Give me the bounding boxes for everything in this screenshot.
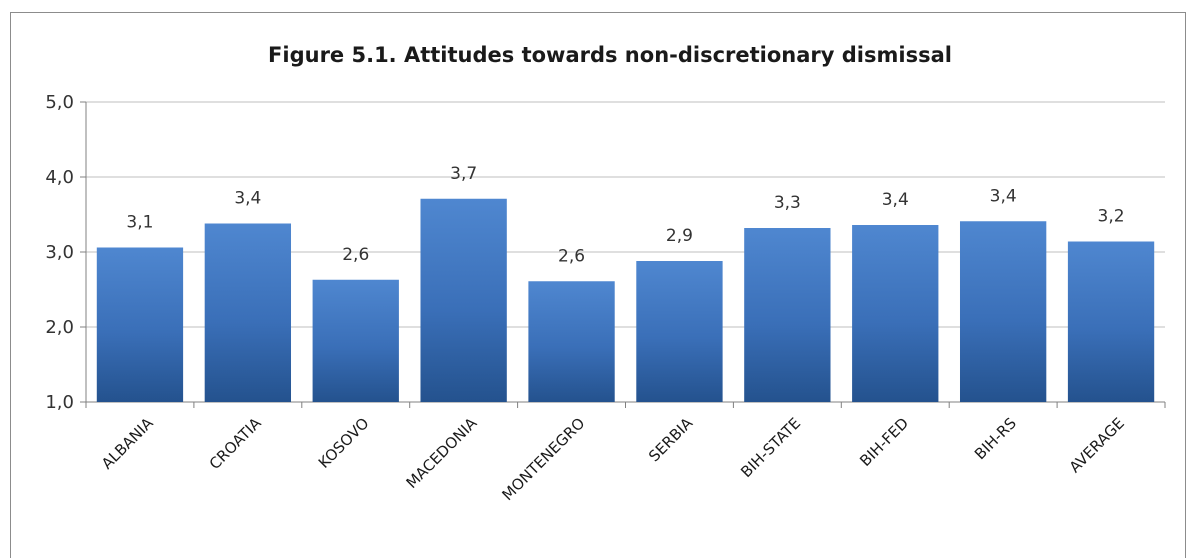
bar — [959, 221, 1047, 402]
data-label: 3,3 — [774, 193, 801, 213]
category-label: SERBIA — [645, 414, 697, 466]
y-tick-label: 1,0 — [45, 392, 74, 413]
data-label: 3,7 — [450, 164, 477, 184]
bar — [1067, 241, 1155, 402]
bar — [852, 225, 939, 402]
data-label: 3,4 — [234, 189, 261, 209]
bar — [744, 228, 831, 402]
bar — [96, 247, 184, 402]
category-label: KOSOVO — [315, 414, 373, 472]
chart-title: Figure 5.1. Attitudes towards non-discre… — [268, 43, 952, 67]
category-label: BIH-FED — [856, 414, 912, 470]
data-label: 2,9 — [666, 226, 693, 246]
bar — [312, 279, 399, 402]
category-labels: ALBANIA CROATIA KOSOVO MACEDONIA MONTENEGRO S… — [98, 414, 1128, 504]
bars — [96, 198, 1155, 402]
category-label: ALBANIA — [98, 414, 157, 473]
y-tick-label: 2,0 — [45, 317, 74, 338]
data-label: 2,6 — [342, 245, 369, 265]
bar — [420, 198, 507, 402]
data-label: 3,4 — [990, 186, 1017, 206]
category-label: MACEDONIA — [403, 414, 481, 492]
y-tick-label: 3,0 — [45, 242, 74, 263]
category-label: BIH-RS — [971, 414, 1020, 463]
category-label: MONTENEGRO — [498, 414, 588, 504]
category-label: CROATIA — [206, 414, 265, 473]
y-tick-label: 5,0 — [45, 92, 74, 113]
category-label: AVERAGE — [1066, 414, 1128, 476]
data-label: 3,1 — [126, 213, 153, 233]
data-labels: 3,1 3,4 2,6 3,7 2,6 2,9 3,3 3,4 3,4 3,2 — [126, 164, 1124, 267]
data-label: 2,6 — [558, 246, 585, 266]
data-label: 3,4 — [882, 190, 909, 210]
bar — [528, 281, 615, 402]
bar — [204, 223, 292, 402]
y-tick-label: 4,0 — [45, 167, 74, 188]
bar — [636, 261, 723, 402]
data-label: 3,2 — [1098, 207, 1125, 227]
category-label: BIH-STATE — [737, 414, 804, 481]
